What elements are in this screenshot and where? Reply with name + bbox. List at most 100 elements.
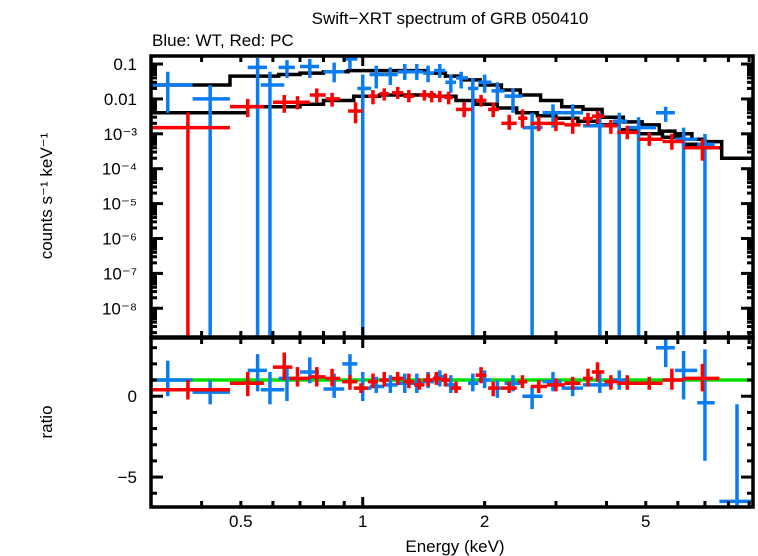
data-point-wt — [674, 350, 698, 400]
data-point-pc — [403, 373, 415, 389]
data-point-pc — [391, 86, 404, 99]
data-point-wt — [468, 77, 479, 337]
data-point-pc — [272, 94, 293, 113]
data-point-wt — [656, 338, 675, 368]
data-point-pc — [325, 92, 341, 107]
data-point-pc — [475, 367, 487, 384]
data-point-wt — [411, 64, 424, 80]
spectrum-data-points — [151, 56, 720, 337]
data-point-wt — [192, 380, 230, 405]
chart-subtitle: Blue: WT, Red: PC — [152, 31, 294, 50]
data-point-pc — [583, 368, 593, 387]
y-axis-label-ratio: ratio — [37, 405, 56, 438]
data-point-pc — [289, 367, 310, 387]
data-point-wt — [260, 371, 285, 405]
data-point-wt — [278, 60, 295, 78]
y-tick-label: 10⁻⁷ — [103, 264, 137, 283]
data-point-pc — [414, 378, 425, 390]
data-point-pc — [501, 114, 517, 130]
data-point-wt — [456, 71, 469, 89]
y-tick-label: −5 — [118, 468, 137, 487]
data-point-pc — [419, 90, 430, 101]
data-point-pc — [151, 112, 230, 337]
data-point-pc — [309, 88, 326, 103]
data-point-pc — [591, 111, 605, 124]
data-point-pc — [564, 376, 581, 390]
data-point-pc — [435, 90, 445, 103]
data-point-pc — [325, 368, 341, 387]
data-point-wt — [719, 404, 753, 507]
y-axis-label-spectrum: counts s⁻¹ keV⁻¹ — [37, 132, 56, 259]
data-point-pc — [151, 380, 230, 400]
y-tick-label: 0.01 — [104, 90, 137, 109]
y-tick-label: 10⁻⁸ — [102, 299, 137, 318]
data-point-pc — [423, 373, 433, 387]
data-point-pc — [564, 118, 581, 134]
data-point-pc — [638, 376, 663, 390]
data-point-wt — [583, 112, 613, 337]
data-point-wt — [384, 67, 398, 86]
data-point-pc — [583, 112, 593, 126]
data-point-pc — [367, 90, 378, 105]
data-point-wt — [278, 367, 295, 402]
y-tick-label: 0 — [128, 387, 137, 406]
data-point-wt — [357, 74, 372, 337]
x-tick-label: 5 — [641, 512, 650, 531]
data-point-pc — [229, 98, 264, 118]
data-point-pc — [617, 375, 639, 390]
x-tick-label: 0.5 — [229, 512, 253, 531]
data-point-pc — [353, 383, 368, 393]
data-point-pc — [518, 375, 528, 389]
data-point-pc — [450, 381, 462, 393]
x-tick-label: 1 — [358, 512, 367, 531]
data-point-wt — [192, 85, 230, 337]
data-point-pc — [456, 102, 472, 118]
data-point-pc — [604, 119, 618, 134]
data-point-pc — [475, 94, 487, 107]
data-point-pc — [617, 125, 639, 140]
data-point-pc — [530, 116, 547, 132]
data-point-wt — [612, 112, 628, 337]
data-point-wt — [300, 58, 320, 78]
data-point-wt — [423, 65, 435, 83]
data-point-wt — [369, 65, 385, 89]
data-point-wt — [384, 375, 398, 393]
data-point-pc — [379, 88, 389, 101]
data-point-pc — [289, 96, 310, 110]
data-point-wt — [542, 371, 562, 392]
data-point-pc — [662, 133, 684, 150]
data-point-pc — [488, 381, 499, 397]
data-point-wt — [342, 354, 358, 377]
data-point-wt — [445, 375, 457, 393]
data-point-wt — [656, 106, 675, 122]
data-point-pc — [428, 90, 437, 103]
data-point-wt — [491, 82, 505, 103]
data-point-pc — [683, 139, 720, 161]
y-tick-label: 10⁻⁶ — [102, 229, 137, 248]
data-point-pc — [379, 371, 389, 387]
data-point-pc — [530, 380, 547, 393]
data-point-wt — [151, 71, 193, 113]
data-point-pc — [546, 117, 565, 132]
data-point-wt — [674, 127, 698, 337]
data-point-wt — [445, 74, 457, 93]
data-point-wt — [504, 88, 523, 113]
data-point-wt — [397, 64, 412, 80]
data-point-pc — [444, 91, 453, 105]
data-point-wt — [478, 74, 492, 93]
x-axis-label: Energy (keV) — [405, 537, 504, 556]
data-point-wt — [627, 117, 657, 337]
y-tick-label: 0.1 — [113, 55, 137, 74]
data-point-pc — [501, 381, 517, 393]
y-tick-label: 10⁻⁵ — [102, 195, 137, 214]
data-point-wt — [323, 62, 345, 83]
data-point-pc — [342, 375, 358, 390]
data-point-wt — [697, 133, 715, 337]
axes: 0.5 1 2 5 0.1 0.01 10⁻³ 10⁻⁴ 10⁻⁵ 10⁻⁶ 10⁻⁷ 10⁻⁸ 0 −5 — [102, 54, 755, 531]
x-tick-label: 2 — [480, 512, 489, 531]
data-point-pc — [432, 371, 441, 385]
model-curve-pc — [151, 93, 722, 150]
data-point-pc — [488, 102, 499, 118]
data-point-wt — [260, 71, 285, 337]
